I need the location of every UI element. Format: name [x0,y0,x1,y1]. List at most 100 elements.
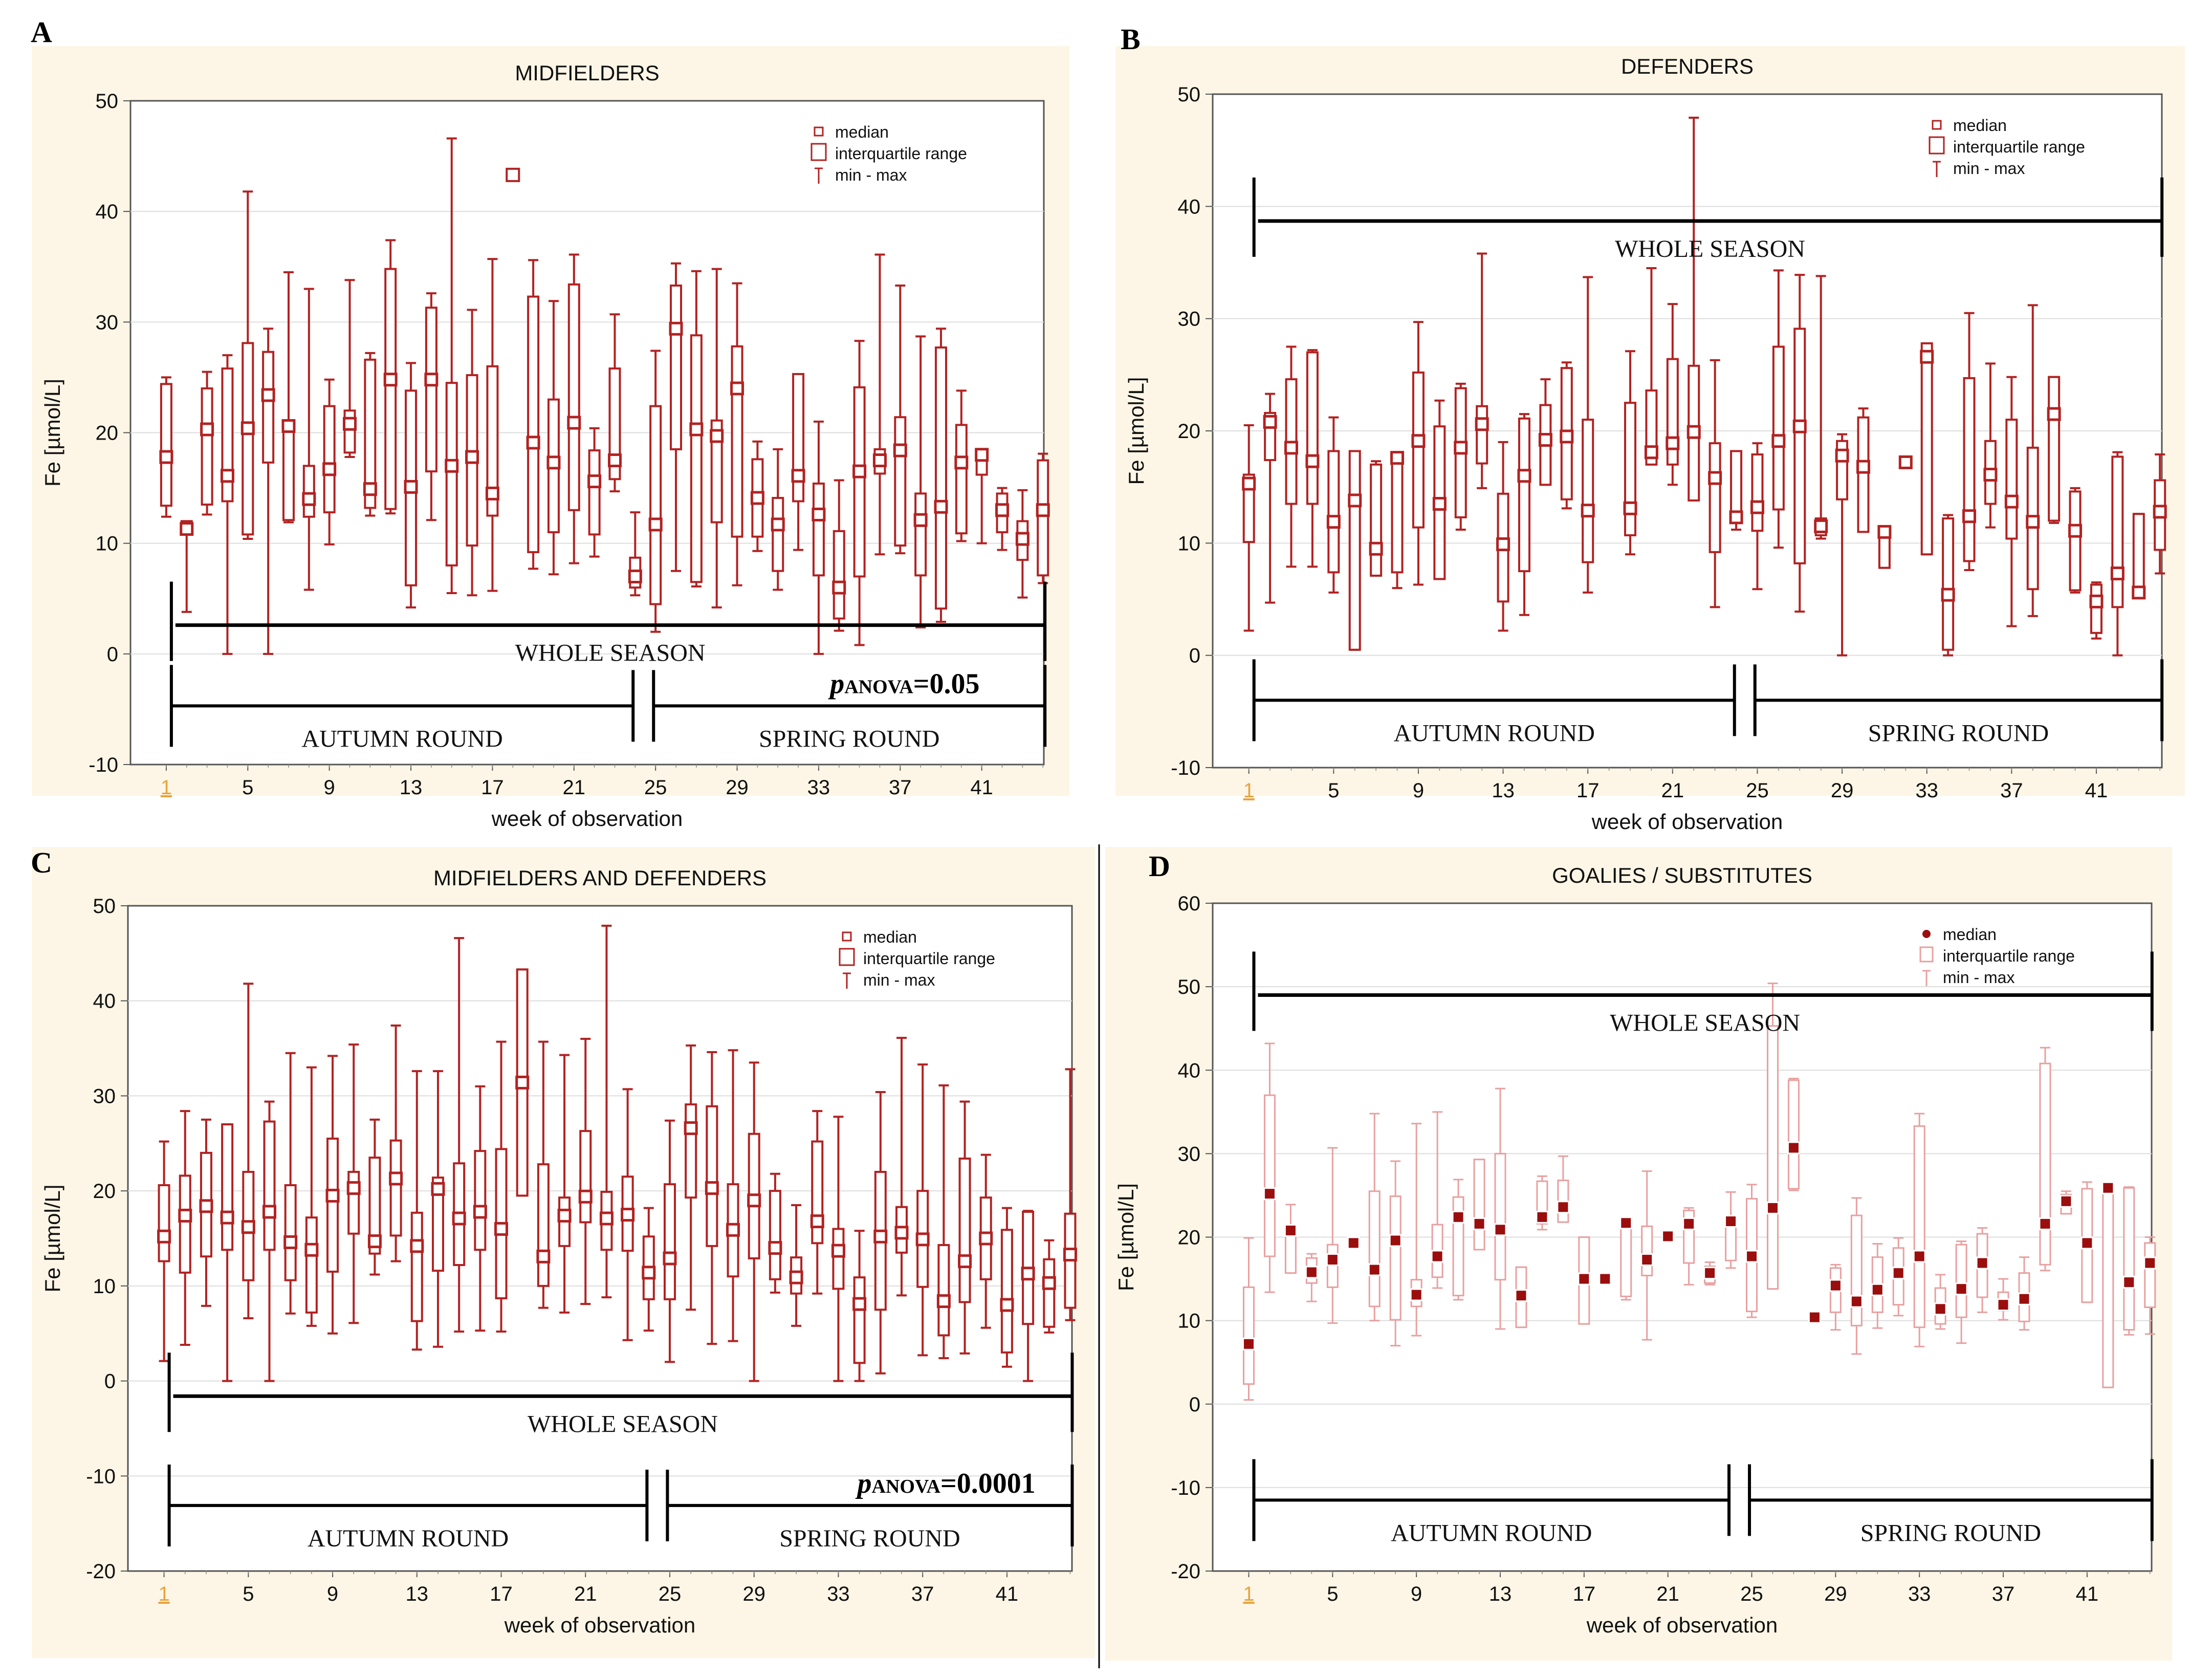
box-week-38 [913,335,928,628]
median-marker [2132,585,2146,600]
y-tick-label: -10 [86,1465,116,1488]
legend-label: min - max [1953,159,2025,178]
box-week-4 [220,354,234,655]
x-tick-label: 37 [2000,779,2023,802]
iqr-box [282,422,295,521]
median-marker [199,1199,213,1213]
y-tick-label: 50 [96,90,119,113]
median-marker [367,1234,382,1249]
median-marker [1538,433,1552,447]
x-tick-label: 41 [970,776,993,799]
median-marker [831,1244,845,1258]
iqr-box [832,1228,845,1290]
median-marker [730,381,744,396]
box-week-36 [872,253,887,556]
box-week-32 [1898,455,1913,469]
median-marker [1581,504,1595,518]
iqr-box [1037,459,1049,577]
iqr-box [937,1244,950,1337]
x-tick-label: 25 [644,776,667,799]
autumn-round-label: AUTUMN ROUND [1391,1519,1592,1546]
box-week-2 [1263,393,1277,604]
y-tick-label: 30 [1178,308,1201,331]
box-week-4 [1305,1253,1318,1302]
box-week-8 [1390,451,1405,590]
iqr-box [588,449,601,536]
box-week-42 [1021,1210,1035,1382]
median-marker [684,1121,698,1136]
box-week-1 [157,1140,171,1362]
y-tick-label: 20 [93,1180,116,1203]
box-week-18 [1598,1272,1612,1285]
median-marker [1787,1141,1800,1154]
median-marker [1771,434,1786,448]
iqr-box [1494,1152,1506,1281]
median-marker [1962,509,1977,524]
median-marker [1369,541,1383,556]
box-week-16 [465,309,479,597]
box-week-31 [1871,1243,1884,1329]
box-week-34 [832,479,846,632]
box-week-20 [546,300,561,576]
iqr-box [812,482,825,577]
box-week-7 [1369,460,1383,577]
box-week-3 [200,371,214,516]
iqr-box [160,383,172,507]
median-marker [689,422,704,437]
box-week-7 [281,271,296,524]
box-week-15 [452,937,466,1333]
iqr-box [242,342,254,536]
median-marker [1454,441,1468,455]
median-marker [1850,1295,1863,1308]
box-week-43 [1042,1239,1056,1334]
spring-round-label: SPRING ROUND [779,1525,960,1552]
median-marker [1750,500,1764,514]
median-marker [1560,429,1574,444]
box-week-9 [325,1055,340,1335]
iqr-box [649,405,662,605]
median-marker [934,499,948,514]
box-week-28 [726,1049,740,1342]
median-marker [180,522,194,536]
box-week-13 [410,1070,424,1351]
panel-d: D GOALIES / SUBSTITUTES -20 -10 0 10 20 30 40 50 6… [1105,847,2172,1661]
median-marker [958,1254,972,1269]
box-week-23 [621,1088,635,1341]
median-marker [2101,1181,2115,1194]
box-week-27 [1792,274,1807,613]
iqr-box [1772,345,1785,511]
iqr-box [263,1120,276,1251]
y-tick-label: 0 [1189,645,1200,667]
x-axis-label: week of observation [1586,1613,1778,1637]
median-marker [325,1188,340,1203]
median-marker [578,1189,593,1204]
iqr-box [1955,1244,1967,1318]
median-marker [1766,1201,1779,1214]
median-marker [621,1208,635,1222]
median-marker [2039,1217,2052,1230]
box-week-3 [199,1118,213,1307]
y-tick-label: 60 [1178,892,1201,915]
box-week-26 [1766,983,1779,1290]
box-week-30 [1856,407,1870,533]
box-week-19 [1623,350,1637,556]
y-axis-label: Fe [µmol/L] [40,1185,64,1293]
iqr-box [1766,1025,1779,1290]
iqr-box [2005,419,2018,540]
median-marker [1452,1210,1465,1224]
legend-label: median [835,123,889,141]
iqr-box [914,492,927,577]
y-axis-label: Fe [µmol/L] [1114,1183,1138,1291]
median-marker [2026,515,2040,529]
y-tick-label: 30 [1178,1143,1201,1165]
iqr-box [670,284,683,450]
iqr-box [410,1211,423,1322]
box-week-26 [1771,269,1786,549]
box-week-13 [404,362,418,609]
y-tick-label: -10 [1171,1477,1200,1499]
iqr-box [302,465,315,518]
median-marker [1976,1256,1989,1270]
chart-title: DEFENDERS [1621,54,1754,78]
box-week-29 [1835,433,1849,657]
